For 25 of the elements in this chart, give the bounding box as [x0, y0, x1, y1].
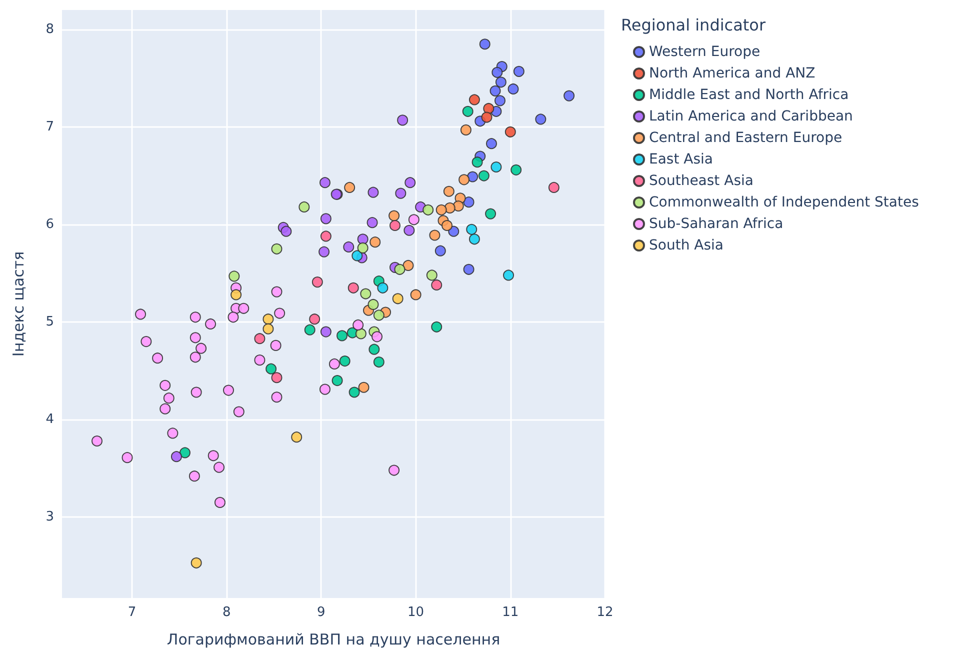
legend-label: Latin America and Caribbean: [649, 108, 853, 124]
legend-title: Regional indicator: [621, 16, 766, 34]
x-tick-label: 8: [222, 605, 231, 620]
legend-label: South Asia: [649, 238, 724, 254]
y-tick-label: 3: [46, 510, 54, 525]
y-tick-label: 4: [46, 412, 54, 428]
x-tick-label: 12: [596, 605, 614, 620]
y-axis-title: Індекс щастя: [10, 251, 28, 357]
legend-label: Middle East and North Africa: [649, 87, 849, 103]
legend-label: Commonwealth of Independent States: [649, 194, 919, 210]
legend-label: Western Europe: [649, 44, 760, 60]
y-tick-label: 6: [46, 217, 54, 232]
legend-label: East Asia: [649, 152, 713, 168]
legend-label: Southeast Asia: [649, 173, 754, 189]
x-axis-title: Логарифмований ВВП на душу населення: [166, 630, 500, 648]
y-tick-label: 7: [46, 120, 54, 135]
x-tick-label: 9: [317, 605, 326, 620]
legend-label: North America and ANZ: [649, 66, 816, 82]
x-tick-label: 7: [128, 605, 136, 620]
legend-label: Sub-Saharan Africa: [649, 216, 784, 232]
legend-label: Central and Eastern Europe: [649, 130, 842, 146]
x-tick-label: 10: [408, 605, 424, 620]
x-tick-label: 11: [502, 605, 519, 620]
y-tick-label: 5: [46, 314, 54, 330]
y-tick-label: 8: [46, 22, 54, 38]
